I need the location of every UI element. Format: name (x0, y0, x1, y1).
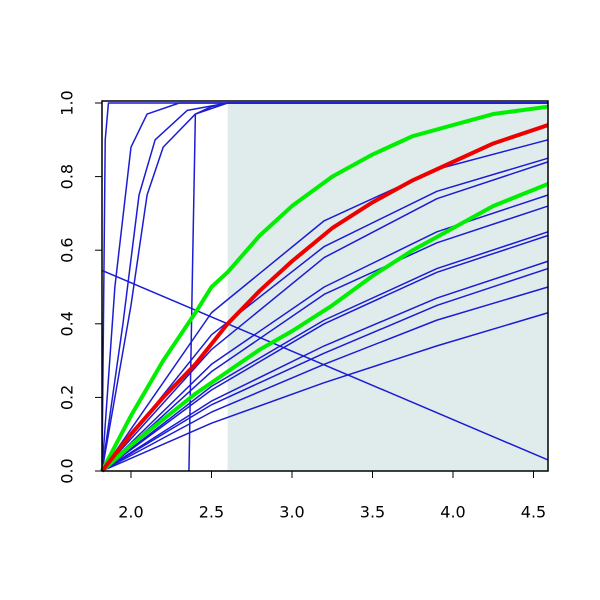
line (101, 231, 549, 472)
y-tick-label: 0.2 (58, 385, 77, 410)
shaded-region (227, 103, 549, 471)
line (100, 182, 549, 473)
x-tick-label: 2.5 (199, 503, 224, 522)
line (101, 234, 549, 472)
line (101, 139, 549, 472)
line (101, 269, 549, 461)
line (101, 157, 549, 472)
line (101, 312, 549, 472)
x-tick-label: 4.0 (440, 503, 465, 522)
y-tick-label: 0.6 (58, 237, 77, 262)
line (100, 123, 549, 473)
line (101, 205, 549, 472)
line (100, 104, 549, 472)
plot-frame (101, 100, 549, 472)
line (101, 260, 549, 472)
line (101, 267, 549, 472)
x-tick-label: 3.5 (360, 503, 385, 522)
line (101, 161, 549, 472)
x-tick-label: 4.5 (521, 503, 546, 522)
y-tick-label: 1.0 (58, 90, 77, 115)
line (101, 286, 549, 472)
x-tick-label: 2.0 (118, 503, 143, 522)
line (101, 194, 549, 472)
y-tick-label: 0.0 (58, 458, 77, 483)
y-tick-label: 0.4 (58, 311, 77, 336)
y-tick-label: 0.8 (58, 164, 77, 189)
x-tick-label: 3.0 (279, 503, 304, 522)
